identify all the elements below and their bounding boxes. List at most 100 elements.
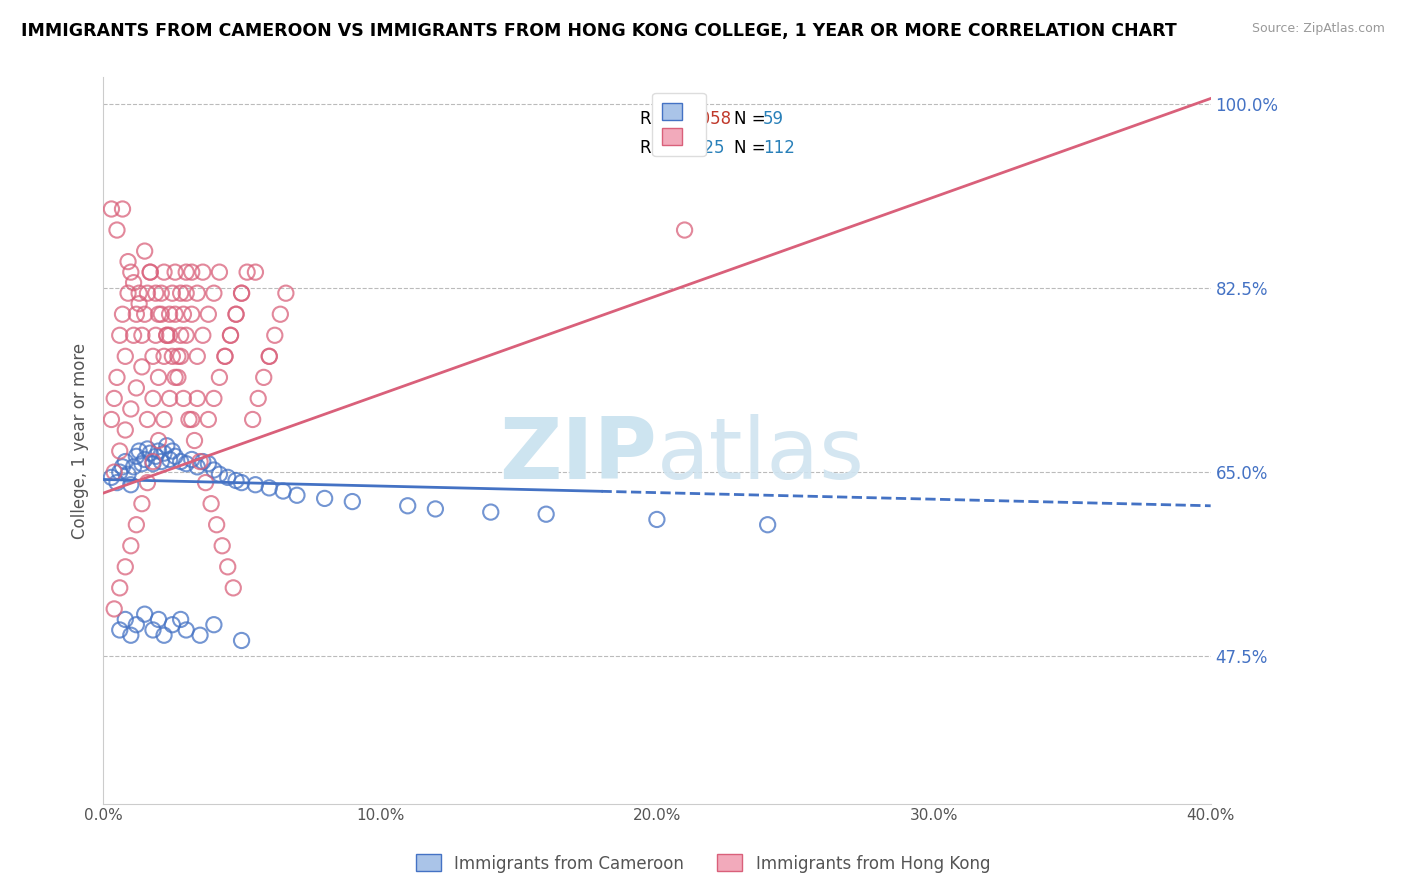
Point: [191, 328, 214, 343]
Point: [128, 444, 150, 458]
Point: [125, 617, 148, 632]
Point: [188, 628, 211, 642]
Point: [174, 457, 197, 471]
Point: [217, 559, 239, 574]
Point: [222, 581, 245, 595]
Point: [259, 481, 281, 495]
Point: [136, 286, 159, 301]
Point: [150, 454, 173, 468]
Point: [396, 499, 419, 513]
Point: [125, 450, 148, 464]
Point: [169, 286, 191, 301]
Point: [153, 349, 176, 363]
Point: [225, 307, 247, 321]
Text: R =: R =: [640, 139, 676, 157]
Text: Source: ZipAtlas.com: Source: ZipAtlas.com: [1251, 22, 1385, 36]
Point: [100, 412, 122, 426]
Point: [156, 439, 179, 453]
Point: [425, 502, 447, 516]
Point: [177, 412, 200, 426]
Point: [174, 286, 197, 301]
Point: [673, 223, 696, 237]
Point: [180, 412, 202, 426]
Point: [114, 559, 136, 574]
Text: ZIP: ZIP: [499, 414, 657, 497]
Point: [108, 328, 131, 343]
Point: [231, 633, 253, 648]
Point: [153, 446, 176, 460]
Point: [197, 412, 219, 426]
Point: [172, 392, 194, 406]
Point: [225, 474, 247, 488]
Point: [145, 286, 167, 301]
Point: [186, 459, 208, 474]
Point: [342, 494, 364, 508]
Point: [128, 286, 150, 301]
Point: [186, 286, 208, 301]
Point: [172, 307, 194, 321]
Point: [134, 244, 156, 258]
Point: [134, 607, 156, 622]
Point: [134, 452, 156, 467]
Point: [231, 475, 253, 490]
Point: [145, 328, 167, 343]
Point: [169, 612, 191, 626]
Point: [148, 307, 170, 321]
Point: [117, 286, 139, 301]
Point: [156, 328, 179, 343]
Point: [169, 328, 191, 343]
Text: R =: R =: [640, 110, 676, 128]
Text: atlas: atlas: [657, 414, 865, 497]
Point: [142, 457, 165, 471]
Point: [263, 328, 285, 343]
Point: [202, 617, 225, 632]
Point: [131, 328, 153, 343]
Text: IMMIGRANTS FROM CAMEROON VS IMMIGRANTS FROM HONG KONG COLLEGE, 1 YEAR OR MORE CO: IMMIGRANTS FROM CAMEROON VS IMMIGRANTS F…: [21, 22, 1177, 40]
Point: [120, 401, 142, 416]
Point: [139, 265, 162, 279]
Point: [534, 507, 557, 521]
Text: N =: N =: [734, 110, 772, 128]
Point: [214, 349, 236, 363]
Point: [314, 491, 336, 506]
Point: [122, 328, 145, 343]
Point: [134, 307, 156, 321]
Point: [153, 412, 176, 426]
Point: [162, 617, 184, 632]
Point: [159, 307, 181, 321]
Point: [208, 370, 231, 384]
Point: [111, 459, 134, 474]
Point: [242, 412, 264, 426]
Point: [153, 628, 176, 642]
Point: [271, 484, 294, 499]
Y-axis label: College, 1 year or more: College, 1 year or more: [72, 343, 89, 539]
Point: [165, 450, 187, 464]
Point: [111, 202, 134, 216]
Point: [122, 459, 145, 474]
Legend: Immigrants from Cameroon, Immigrants from Hong Kong: Immigrants from Cameroon, Immigrants fro…: [409, 847, 997, 880]
Point: [128, 296, 150, 310]
Point: [103, 392, 125, 406]
Point: [245, 477, 267, 491]
Point: [202, 463, 225, 477]
Point: [169, 454, 191, 468]
Point: [247, 392, 270, 406]
Point: [174, 623, 197, 637]
Point: [122, 276, 145, 290]
Point: [479, 505, 502, 519]
Point: [108, 581, 131, 595]
Point: [259, 349, 281, 363]
Point: [148, 370, 170, 384]
Point: [139, 265, 162, 279]
Point: [194, 475, 217, 490]
Point: [148, 444, 170, 458]
Point: [167, 349, 190, 363]
Point: [120, 477, 142, 491]
Point: [180, 452, 202, 467]
Point: [153, 265, 176, 279]
Point: [105, 370, 128, 384]
Point: [117, 254, 139, 268]
Point: [108, 465, 131, 479]
Point: [120, 628, 142, 642]
Point: [165, 307, 187, 321]
